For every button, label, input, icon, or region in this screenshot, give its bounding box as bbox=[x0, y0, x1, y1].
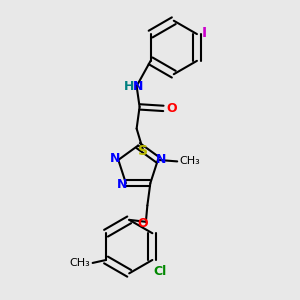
Text: N: N bbox=[156, 153, 167, 167]
Text: N: N bbox=[117, 178, 128, 191]
Text: Cl: Cl bbox=[154, 265, 167, 278]
Text: I: I bbox=[201, 26, 206, 40]
Text: O: O bbox=[137, 217, 148, 230]
Text: S: S bbox=[139, 144, 148, 158]
Text: H: H bbox=[124, 80, 134, 93]
Text: O: O bbox=[166, 102, 177, 115]
Text: CH₃: CH₃ bbox=[180, 156, 200, 167]
Text: N: N bbox=[110, 152, 120, 165]
Text: N: N bbox=[133, 80, 143, 93]
Text: CH₃: CH₃ bbox=[70, 258, 90, 268]
